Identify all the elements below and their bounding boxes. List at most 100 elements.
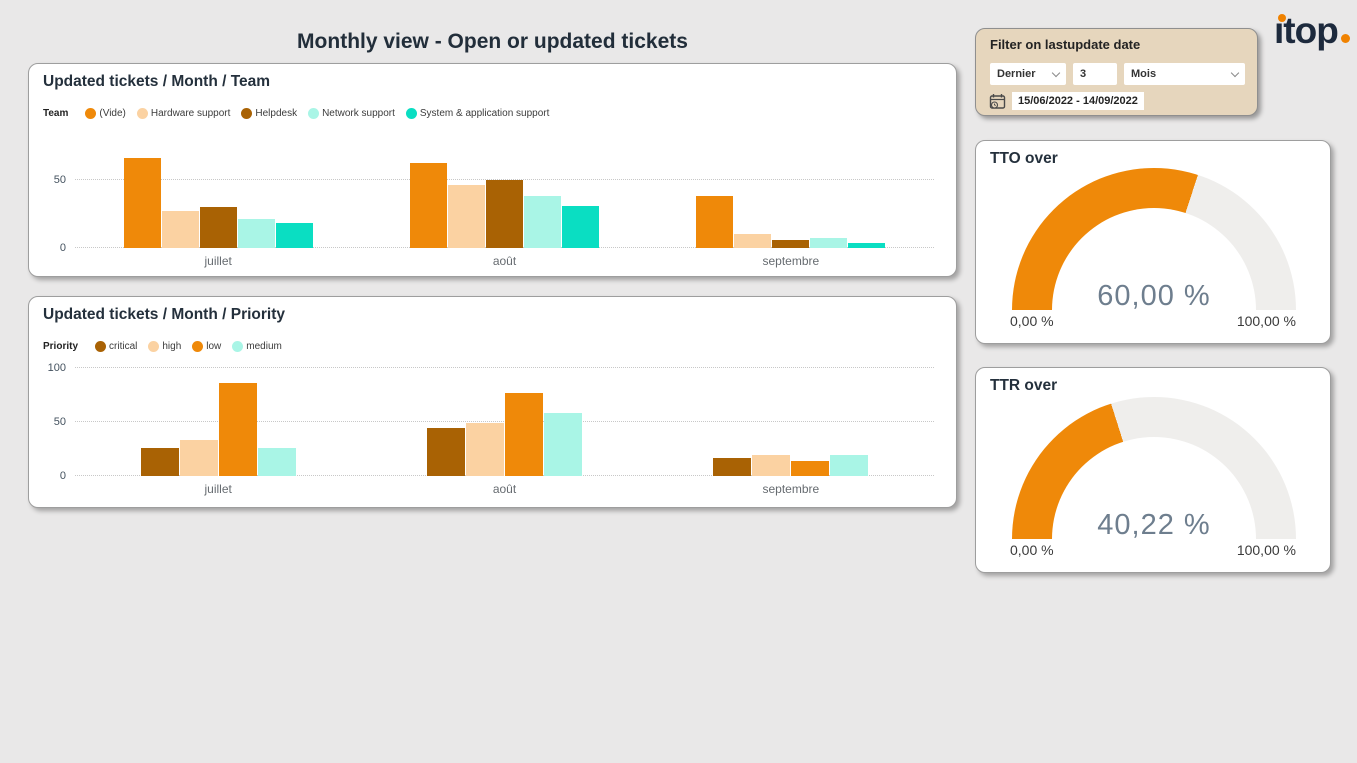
x-axis-label: septembre <box>762 482 820 496</box>
gauge-min-label: 0,00 % <box>1010 313 1054 329</box>
y-axis-tick: 50 <box>53 416 66 428</box>
bar[interactable] <box>179 440 218 476</box>
bar[interactable] <box>123 157 161 248</box>
legend-dot-icon <box>136 108 148 119</box>
x-axis-label: septembre <box>762 254 820 268</box>
legend-label: Helpdesk <box>255 108 298 119</box>
bar[interactable] <box>772 239 810 248</box>
bar[interactable] <box>447 185 485 248</box>
gauge-card-ttr: TTR over 40,22 % 0,00 % 100,00 % <box>975 367 1331 573</box>
chevron-down-icon <box>1051 68 1061 77</box>
legend-item[interactable]: medium <box>232 341 282 352</box>
legend-dot-icon <box>232 341 244 352</box>
gauge-title: TTO over <box>990 150 1058 167</box>
chart-legend: Priority critical high low medium <box>43 341 282 352</box>
legend-label: high <box>162 341 182 352</box>
bar[interactable] <box>848 242 886 248</box>
chart-title: Updated tickets / Month / Team <box>43 73 271 90</box>
gauge-max-label: 100,00 % <box>1236 542 1296 558</box>
legend-dot-icon <box>148 341 160 352</box>
bar[interactable] <box>734 234 772 248</box>
legend-label: low <box>206 341 222 352</box>
count-input[interactable] <box>1073 63 1117 85</box>
bar[interactable] <box>543 413 582 476</box>
page-title: Monthly view - Open or updated tickets <box>297 30 688 53</box>
bar[interactable] <box>161 211 199 248</box>
bar[interactable] <box>465 423 504 476</box>
x-axis-label: août <box>492 482 517 496</box>
unit-select[interactable]: Mois <box>1124 63 1245 85</box>
gridline: 100 <box>48 362 934 374</box>
gridline: 50 <box>54 174 934 186</box>
x-axis-label: août <box>492 254 517 268</box>
calendar-clock-icon <box>989 94 1006 109</box>
bar[interactable] <box>752 455 791 476</box>
unit-select-value: Mois <box>1131 68 1157 80</box>
legend-item[interactable]: Helpdesk <box>241 108 297 119</box>
chart-legend: Team (Vide) Hardware support Helpdesk Netwo… <box>43 108 549 119</box>
legend-label: critical <box>109 341 138 352</box>
x-axis-label: juillet <box>204 254 232 268</box>
logo-period-icon <box>1340 34 1350 43</box>
legend-item[interactable]: critical <box>95 341 137 352</box>
legend-dot-icon <box>308 108 320 119</box>
chart-title: Updated tickets / Month / Priority <box>43 306 285 323</box>
filter-panel: Filter on lastupdate date Dernier Mois 1… <box>975 28 1258 116</box>
bar-chart-plot: 0 50 juillet août septembre <box>54 151 934 268</box>
bar[interactable] <box>504 392 543 476</box>
bar-group-septembre: septembre <box>648 368 934 496</box>
bar[interactable] <box>237 219 275 248</box>
bar[interactable] <box>275 223 313 248</box>
bar[interactable] <box>561 205 599 248</box>
bar-group-septembre: septembre <box>648 151 934 268</box>
legend-title: Priority <box>43 341 79 352</box>
bar[interactable] <box>257 447 296 476</box>
bar[interactable] <box>218 383 257 476</box>
gauge-min-label: 0,00 % <box>1010 542 1054 558</box>
period-select[interactable]: Dernier <box>990 63 1066 85</box>
bar[interactable] <box>696 196 734 248</box>
gauge-title: TTR over <box>990 377 1058 394</box>
y-axis-tick: 0 <box>59 242 66 254</box>
bar[interactable] <box>140 447 179 476</box>
legend-item[interactable]: System & application support <box>405 108 550 119</box>
bar-group-juillet: juillet <box>75 368 361 496</box>
ttr-gauge: 40,22 % <box>1012 397 1296 539</box>
gauge-card-tto: TTO over 60,00 % 0,00 % 100,00 % <box>975 140 1331 344</box>
logo-i-dot-icon <box>1278 14 1286 22</box>
bar[interactable] <box>791 460 830 476</box>
gauge-max-label: 100,00 % <box>1236 313 1296 329</box>
chart-card-priority: Updated tickets / Month / Priority Prior… <box>28 296 957 508</box>
legend-label: System & application support <box>419 108 550 119</box>
legend-item[interactable]: Hardware support <box>136 108 230 119</box>
legend-item[interactable]: (Vide) <box>85 108 126 119</box>
legend-label: Network support <box>322 108 395 119</box>
bar[interactable] <box>409 163 447 248</box>
legend-label: medium <box>246 341 282 352</box>
legend-dot-icon <box>192 341 204 352</box>
legend-item[interactable]: high <box>148 341 181 352</box>
gauge-value: 60,00 % <box>1097 280 1211 310</box>
bar[interactable] <box>485 179 523 248</box>
bar[interactable] <box>713 457 752 476</box>
date-range-chip[interactable]: 15/06/2022 - 14/09/2022 <box>1012 92 1144 110</box>
legend-item[interactable]: Network support <box>308 108 395 119</box>
bar-group-août: août <box>361 151 647 268</box>
bar[interactable] <box>426 428 465 476</box>
bar[interactable] <box>810 238 848 248</box>
legend-label: (Vide) <box>99 108 126 119</box>
tto-gauge: 60,00 % <box>1012 168 1296 310</box>
legend-dot-icon <box>405 108 417 119</box>
y-axis-tick: 100 <box>47 362 66 374</box>
bar[interactable] <box>199 207 237 248</box>
legend-item[interactable]: low <box>192 341 221 352</box>
y-axis-tick: 0 <box>59 470 66 482</box>
period-select-value: Dernier <box>997 68 1036 80</box>
bar[interactable] <box>830 455 869 476</box>
bar-chart-plot: 0 50 100 juillet août septembre <box>48 362 934 496</box>
legend-dot-icon <box>85 108 97 119</box>
y-axis-tick: 50 <box>53 173 66 186</box>
bar[interactable] <box>523 196 561 248</box>
gauge-axis-labels: 0,00 % 100,00 % <box>1010 313 1296 329</box>
bar-group-juillet: juillet <box>75 151 361 268</box>
